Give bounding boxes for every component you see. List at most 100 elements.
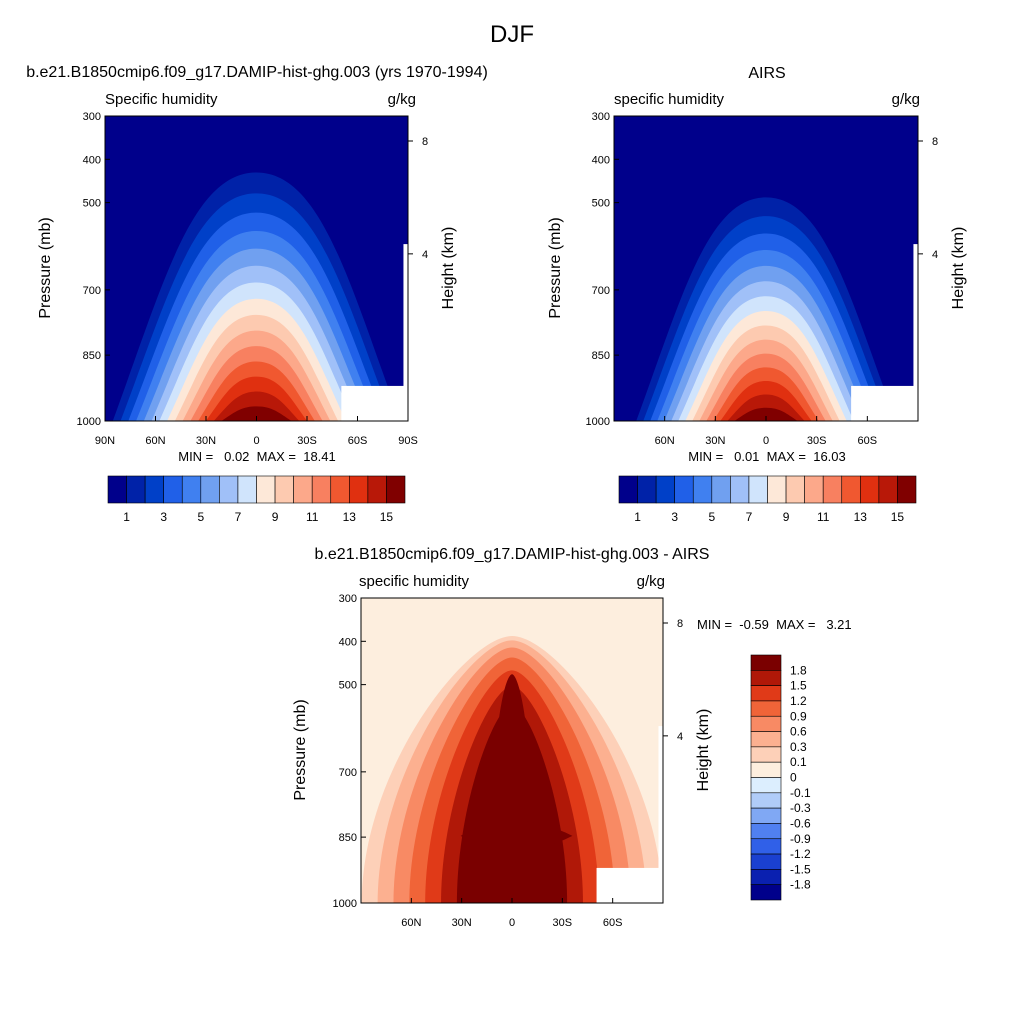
colorbar-swatch bbox=[311, 475, 332, 504]
y2-tick-label: 4 bbox=[422, 249, 428, 261]
colorbar-swatch bbox=[785, 475, 805, 504]
y2-tick-label: 8 bbox=[677, 618, 683, 630]
colorbar-swatch bbox=[750, 746, 782, 763]
colorbar-swatch bbox=[349, 475, 369, 504]
figure-title: DJF bbox=[490, 21, 534, 48]
colorbar-swatch bbox=[274, 475, 294, 504]
colorbar-label: 1.2 bbox=[790, 694, 807, 708]
y2-tick-label: 4 bbox=[677, 731, 683, 743]
y-tick-label: 300 bbox=[592, 111, 610, 123]
missing-data-region bbox=[341, 385, 408, 421]
colorbar-label: 1 bbox=[123, 510, 130, 524]
colorbar-swatch bbox=[897, 475, 917, 504]
colorbar-swatch bbox=[748, 475, 768, 504]
contour-level-15 bbox=[734, 407, 798, 421]
x-tick-label: 30N bbox=[196, 435, 216, 447]
colorbar-label: 11 bbox=[817, 510, 830, 524]
y-tick-label: 1000 bbox=[77, 416, 101, 428]
min-max-label: MIN = -0.59 MAX = 3.21 bbox=[697, 617, 852, 632]
colorbar-swatch bbox=[711, 475, 731, 504]
colorbar-label: 11 bbox=[306, 510, 319, 524]
colorbar-swatch bbox=[367, 475, 387, 504]
colorbar-swatch bbox=[750, 853, 782, 870]
y-tick-label: 500 bbox=[592, 198, 610, 210]
x-tick-label: 60N bbox=[655, 435, 675, 447]
y2-axis-label: Height (km) bbox=[950, 227, 967, 310]
x-tick-label: 30S bbox=[553, 917, 573, 929]
x-tick-label: 0 bbox=[253, 435, 259, 447]
colorbar-label: 5 bbox=[708, 510, 715, 524]
colorbar-label: 13 bbox=[343, 510, 357, 524]
y-tick-label: 500 bbox=[339, 680, 357, 692]
colorbar-swatch bbox=[293, 475, 313, 504]
colorbar-swatch bbox=[750, 761, 782, 778]
colorbar-label: 5 bbox=[197, 510, 204, 524]
min-max-label: MIN = 0.02 MAX = 18.41 bbox=[178, 449, 336, 464]
x-tick-label: 90S bbox=[398, 435, 418, 447]
x-tick-label: 90N bbox=[95, 435, 115, 447]
colorbar-swatch bbox=[730, 475, 750, 504]
colorbar-swatch bbox=[822, 475, 843, 504]
right-subtitle: g/kg bbox=[388, 91, 416, 108]
colorbar-label: 7 bbox=[235, 510, 242, 524]
right-subtitle: g/kg bbox=[892, 91, 920, 108]
x-tick-label: 30N bbox=[452, 917, 472, 929]
colorbar-swatch bbox=[767, 475, 787, 504]
x-tick-label: 60S bbox=[348, 435, 368, 447]
y-tick-label: 400 bbox=[592, 154, 610, 166]
missing-data-region bbox=[913, 244, 918, 421]
colorbar-label: 15 bbox=[380, 510, 394, 524]
panel-airs: AIRS specific humidity g/kg Pressure (mb… bbox=[547, 65, 967, 524]
x-tick-label: 60N bbox=[145, 435, 165, 447]
contour-field bbox=[361, 598, 663, 903]
y-tick-label: 400 bbox=[83, 154, 101, 166]
x-tick-label: 60S bbox=[603, 917, 623, 929]
colorbar-swatch bbox=[126, 475, 146, 504]
colorbar-swatch bbox=[750, 838, 782, 855]
colorbar-swatch bbox=[750, 700, 782, 717]
y-axis-label: Pressure (mb) bbox=[37, 217, 54, 318]
colorbar-swatch bbox=[878, 475, 898, 504]
min-max-label: MIN = 0.01 MAX = 16.03 bbox=[688, 449, 846, 464]
colorbar-swatch bbox=[750, 777, 782, 794]
y-tick-label: 500 bbox=[83, 198, 101, 210]
colorbar-swatch bbox=[692, 475, 713, 504]
colorbar-swatch bbox=[804, 475, 824, 504]
colorbar-swatch bbox=[181, 475, 202, 504]
colorbar-label: 0.3 bbox=[790, 740, 807, 754]
colorbar: 1 3 5 7 9 11 13 15 bbox=[618, 475, 917, 524]
colorbar-swatch bbox=[107, 475, 127, 504]
y2-axis-label: Height (km) bbox=[695, 709, 712, 792]
colorbar-label: 0.9 bbox=[790, 709, 807, 723]
colorbar-swatch bbox=[674, 475, 694, 504]
y-tick-label: 700 bbox=[83, 285, 101, 297]
y-tick-label: 400 bbox=[339, 636, 357, 648]
colorbar-label: 13 bbox=[854, 510, 868, 524]
colorbar-label: 1.5 bbox=[790, 679, 807, 693]
left-subtitle: Specific humidity bbox=[105, 91, 218, 108]
right-subtitle: g/kg bbox=[637, 573, 665, 590]
colorbar-swatch bbox=[750, 869, 782, 885]
y-tick-label: 700 bbox=[339, 767, 357, 779]
colorbar-label: 3 bbox=[160, 510, 167, 524]
colorbar-swatch bbox=[860, 475, 880, 504]
left-subtitle: specific humidity bbox=[359, 573, 470, 590]
colorbar-swatch bbox=[256, 475, 276, 504]
missing-data-region bbox=[596, 867, 663, 903]
colorbar-swatch bbox=[200, 475, 220, 504]
colorbar-label: -0.1 bbox=[790, 786, 811, 800]
y-axis-label: Pressure (mb) bbox=[292, 699, 309, 800]
colorbar: 1.81.51.20.90.60.30.10-0.1-0.3-0.6-0.9-1… bbox=[750, 654, 811, 901]
panel-title: AIRS bbox=[748, 65, 785, 82]
y-tick-label: 850 bbox=[83, 350, 101, 362]
colorbar-swatch bbox=[144, 475, 164, 504]
y-tick-label: 300 bbox=[339, 593, 357, 605]
x-tick-label: 0 bbox=[763, 435, 769, 447]
x-tick-label: 30S bbox=[807, 435, 827, 447]
x-tick-label: 30N bbox=[705, 435, 725, 447]
colorbar-swatch bbox=[841, 475, 861, 504]
colorbar-label: 9 bbox=[272, 510, 279, 524]
colorbar-label: 9 bbox=[783, 510, 790, 524]
colorbar-label: 1.8 bbox=[790, 663, 807, 677]
